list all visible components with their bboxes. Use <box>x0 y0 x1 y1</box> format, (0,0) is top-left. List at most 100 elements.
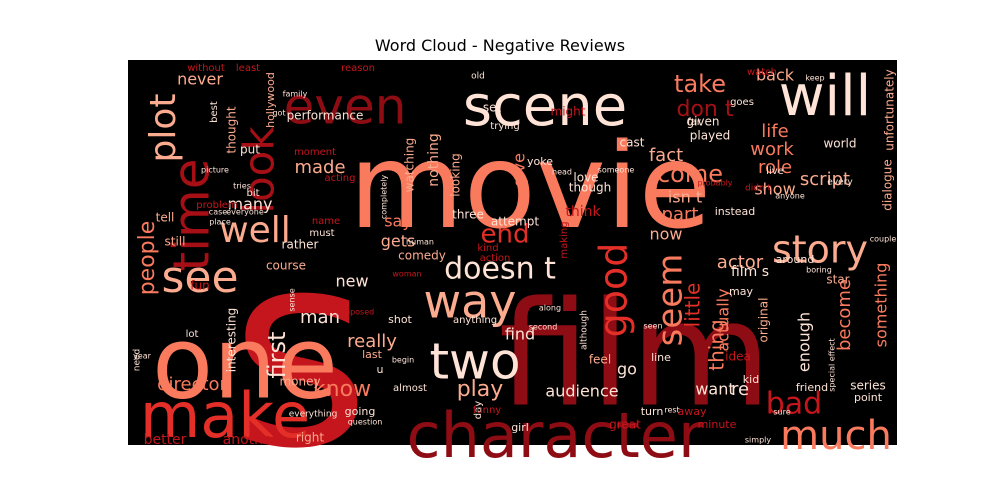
word-better: better <box>144 432 187 448</box>
word-people: people <box>135 221 160 296</box>
word-film-s: film s <box>731 264 769 280</box>
word-rather: rather <box>282 238 319 252</box>
word-fun: fun <box>190 279 209 293</box>
word-making: making <box>559 221 570 258</box>
word-probably: probably <box>697 179 732 188</box>
word-name: name <box>312 216 340 227</box>
word-work: work <box>750 139 794 160</box>
word-part: part <box>662 204 699 225</box>
word-case: case <box>209 208 227 217</box>
chart-title: Word Cloud - Negative Reviews <box>374 36 626 55</box>
word-u: u <box>377 363 384 376</box>
word-money: money <box>279 375 320 389</box>
word-place: place <box>209 218 231 227</box>
word-want: want <box>695 380 734 399</box>
word-funny: funny <box>473 405 502 416</box>
word-will: will <box>779 64 871 129</box>
word-away: away <box>678 405 707 418</box>
word-line: line <box>651 351 671 364</box>
word-completely: completely <box>380 175 389 220</box>
word-almost: almost <box>393 383 427 394</box>
word-every: every <box>827 178 853 188</box>
word-don-t: don t <box>677 97 734 122</box>
word-far: far <box>687 117 702 128</box>
word-actually: actually <box>714 288 733 351</box>
word-cast: cast <box>620 136 645 150</box>
word-instead: instead <box>715 205 756 218</box>
word-now: now <box>649 225 682 244</box>
word-look: look <box>235 126 284 214</box>
word-minute: minute <box>698 418 737 431</box>
word-anyone: anyone <box>775 192 805 201</box>
word-bad: bad <box>766 387 822 422</box>
word-least: least <box>236 63 260 74</box>
word-rest: rest <box>664 406 679 415</box>
word-girl: girl <box>511 421 529 434</box>
word-dialogue: dialogue <box>881 159 895 211</box>
word-scene: scene <box>463 74 627 139</box>
word-everyone: everyone <box>226 208 264 217</box>
word-without: without <box>187 63 225 74</box>
word-take: take <box>674 70 726 98</box>
word-supposed: supposed <box>336 308 374 317</box>
word-put: put <box>240 143 260 157</box>
word-another: another <box>223 432 278 448</box>
word-role: role <box>758 157 792 178</box>
word-play: play <box>457 377 504 402</box>
word-plot: plot <box>143 94 184 163</box>
word-find: find <box>505 325 535 344</box>
word-got: got <box>272 109 285 118</box>
word-love: love <box>573 171 598 185</box>
word-say: say <box>384 212 412 231</box>
word-isn-t: isn t <box>668 188 702 207</box>
word-going: going <box>345 405 376 418</box>
word-friend: friend <box>796 381 828 394</box>
word-moment: moment <box>294 147 336 158</box>
word-begin: begin <box>392 356 414 365</box>
word-day: day <box>473 401 484 419</box>
word-never: never <box>177 70 223 89</box>
word-might: might <box>551 105 586 119</box>
word-keep: keep <box>805 74 824 83</box>
word-looking: looking <box>449 153 463 197</box>
word-still: still <box>165 235 186 249</box>
word-need: need <box>133 349 143 372</box>
word-human: human <box>406 238 434 247</box>
word-last: last <box>362 348 383 361</box>
word-reason: reason <box>341 63 375 74</box>
word-question: question <box>348 418 383 427</box>
word-special-effect: special effect <box>828 338 837 391</box>
word-goes: goes <box>730 97 754 108</box>
word-everything: everything <box>289 410 338 420</box>
word-point: point <box>854 391 883 404</box>
word-actor: actor <box>717 252 764 273</box>
word-go: go <box>617 360 637 379</box>
word-interesting: interesting <box>225 308 239 373</box>
word-watching: watching <box>403 138 417 193</box>
word-re: re <box>731 379 749 400</box>
word-watch: watch <box>747 67 777 78</box>
word-script: script <box>800 169 850 190</box>
word-around: around <box>776 253 815 266</box>
word-course: course <box>266 259 306 273</box>
word-didn-t: didn t <box>745 184 771 194</box>
word-simply: simply <box>745 436 771 445</box>
word-made: made <box>294 157 345 178</box>
word-thought: thought <box>225 106 239 153</box>
word-seen: seen <box>643 322 662 331</box>
word-s: s <box>230 193 371 500</box>
word-head: head <box>552 168 572 177</box>
word-hollywood: hollywood <box>264 72 277 128</box>
word-although: although <box>580 310 590 350</box>
word-set: set <box>483 101 502 115</box>
word-come: come <box>657 160 723 188</box>
word-though: though <box>569 181 611 195</box>
word-back: back <box>756 66 795 85</box>
word-action: action <box>480 253 511 264</box>
word-lot: lot <box>186 329 199 340</box>
word-one: one <box>152 304 338 421</box>
word-kid: kid <box>743 373 759 386</box>
word-thing: thing <box>705 319 729 370</box>
word-right: right <box>296 431 324 445</box>
